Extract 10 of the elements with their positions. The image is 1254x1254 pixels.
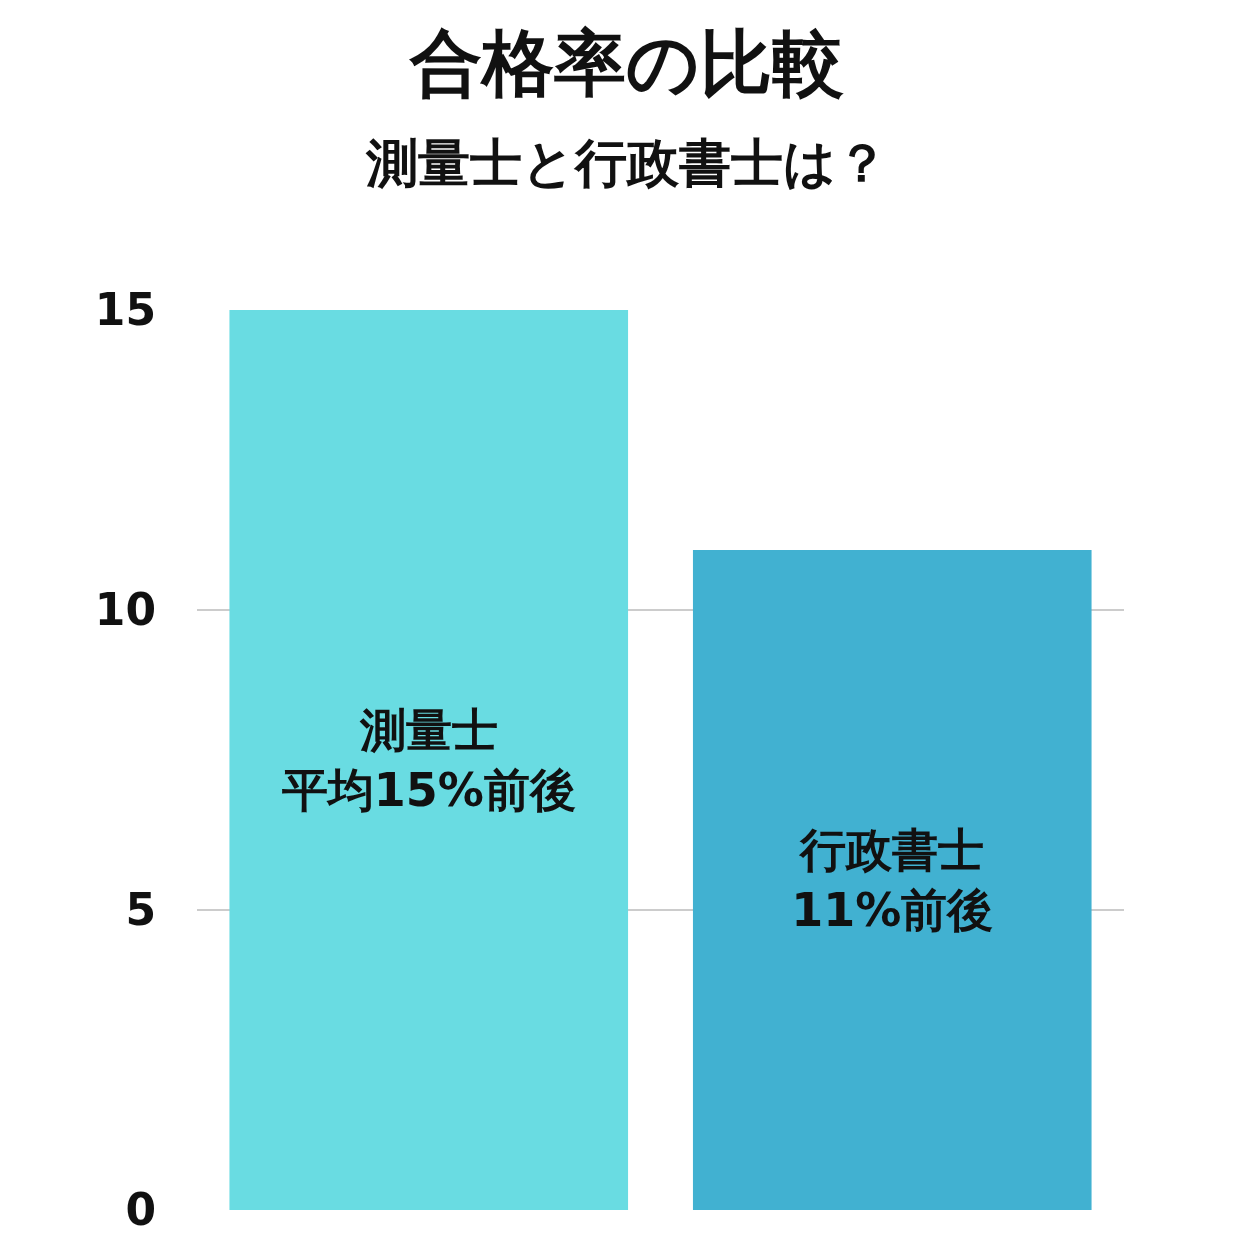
data-label: 平均15%前後: [281, 762, 576, 817]
data-label: 11%前後: [791, 882, 994, 937]
x-tick-label: 行政書士: [798, 823, 985, 878]
y-tick-label: 0: [125, 1184, 156, 1236]
y-tick-label: 15: [94, 284, 156, 336]
y-tick-label: 10: [94, 584, 156, 636]
x-tick-label: 測量士: [358, 703, 498, 758]
y-tick-label: 5: [125, 884, 156, 936]
chart-subtitle: 測量士と行政書士は？: [365, 133, 888, 194]
chart-title: 合格率の比較: [408, 20, 844, 105]
